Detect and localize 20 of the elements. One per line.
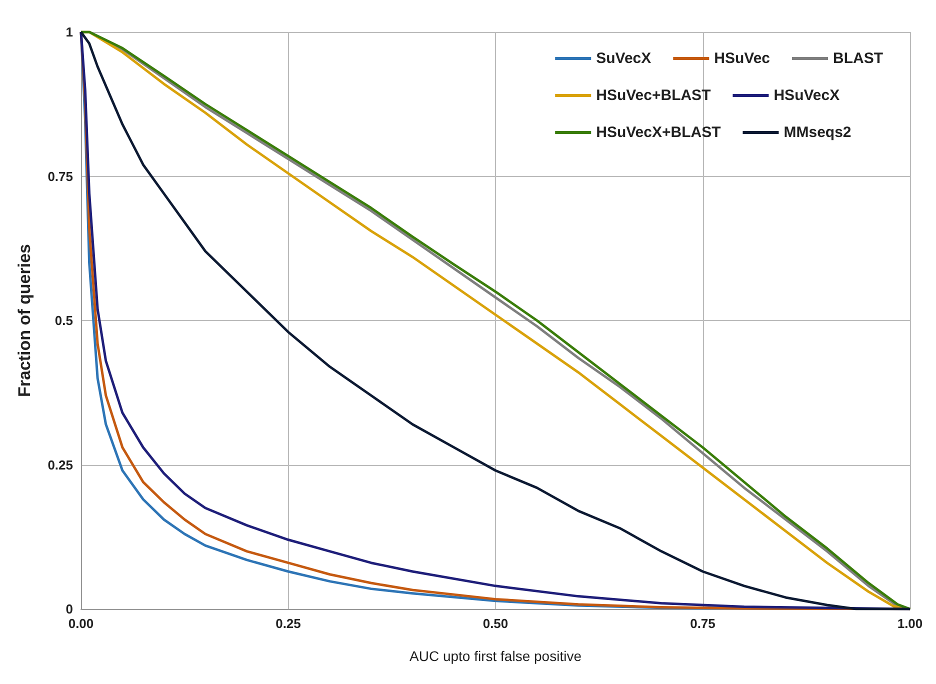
legend-label: BLAST (833, 50, 884, 67)
legend-label: HSuVec (714, 50, 770, 67)
y-tick-label: 0 (66, 602, 73, 616)
y-tick-label: 0.25 (48, 457, 73, 472)
legend-label: SuVecX (596, 50, 652, 67)
x-tick-label: 0.75 (690, 616, 716, 631)
y-tick-label: 0.5 (54, 313, 73, 328)
y-axis-title: Fraction of queries (15, 244, 34, 398)
x-tick-label: 0.50 (482, 616, 508, 631)
x-axis-title: AUC upto first false positive (410, 648, 582, 664)
x-tick-label: 0.00 (68, 616, 94, 631)
legend-label: HSuVecX (774, 87, 840, 104)
x-tick-label: 0.25 (276, 616, 301, 631)
x-tick-label: 1.00 (897, 616, 923, 631)
legend-label: MMseqs2 (784, 124, 852, 141)
y-tick-label: 1 (66, 24, 73, 40)
legend-label: HSuVec+BLAST (596, 87, 711, 104)
line-series (80, 30, 912, 610)
legend-label: HSuVecX+BLAST (596, 124, 721, 141)
y-tick-label: 0.75 (48, 168, 73, 184)
